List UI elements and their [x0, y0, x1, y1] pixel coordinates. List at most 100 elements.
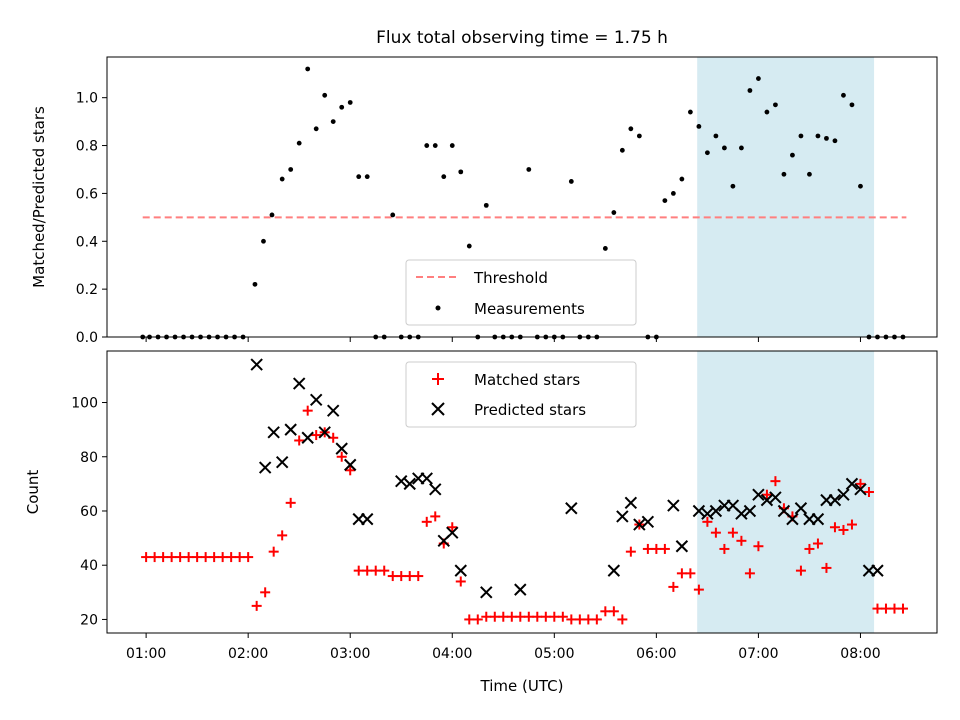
legend-predicted-swatch [431, 402, 445, 416]
measurement-point [390, 212, 396, 218]
top-panel: 0.0 0.2 0.4 0.6 0.8 1.0 Matched/Predicted sta… [30, 56, 938, 346]
xtick-label: 04:00 [432, 646, 472, 662]
measurement-point [305, 66, 311, 72]
measurement-point [747, 88, 753, 93]
predicted-star-point [837, 488, 850, 501]
predicted-star-point [361, 512, 374, 526]
predicted-star-point [318, 426, 331, 439]
matched-star-point [880, 603, 891, 614]
measurement-point [568, 179, 574, 184]
matched-star-point [727, 527, 738, 538]
predicted-star-point [743, 504, 757, 518]
matched-star-point [770, 476, 781, 487]
matched-star-point [464, 614, 475, 625]
bottom-highlight-span [697, 351, 875, 633]
chart-title: Flux total observing time = 1.75 h [376, 28, 668, 48]
matched-star-point [566, 614, 577, 625]
matched-star-point [404, 571, 415, 582]
matched-star-point [863, 487, 874, 497]
matched-star-point [379, 565, 390, 576]
matched-star-point [608, 606, 619, 617]
matched-star-point [200, 552, 211, 563]
matched-star-point [549, 611, 560, 622]
matched-star-point [744, 568, 755, 579]
matched-star-point [421, 516, 432, 527]
predicted-star-point [769, 491, 782, 504]
measurement-point [424, 143, 430, 148]
matched-star-point [226, 552, 237, 563]
predicted-star-point [786, 512, 799, 526]
measurement-point [670, 191, 676, 196]
matched-star-point [396, 571, 407, 582]
measurement-point [764, 109, 770, 115]
predicted-star-point [641, 515, 655, 529]
predicted-star-point [607, 564, 621, 577]
predicted-star-point [301, 431, 314, 444]
matched-star-point [642, 543, 653, 554]
top-highlight-span [697, 57, 875, 337]
matched-star-point [217, 552, 228, 563]
predicted-star-point [309, 393, 323, 407]
predicted-star-point [565, 502, 578, 515]
bottom-panel: 20 40 60 80 100 01:00 02:00 03:00 04:00 05:00 06:… [24, 350, 938, 695]
matched-star-point [515, 611, 526, 622]
measurement-point [798, 133, 804, 139]
matched-star-point [685, 568, 696, 579]
measurement-point [466, 243, 472, 249]
measurement-point [756, 76, 761, 81]
measurement-point [602, 246, 608, 251]
measurement-point [781, 171, 787, 177]
predicted-star-point [752, 488, 765, 501]
predicted-star-point [454, 564, 467, 577]
measurement-point [364, 174, 370, 180]
matched-star-point [591, 614, 602, 625]
matched-star-point [370, 565, 381, 576]
top-plot-frame [106, 56, 938, 338]
bottom-ytick-label: 40 [80, 558, 98, 574]
legend-predicted-label: Predicted stars [474, 401, 586, 419]
matched-star-point [353, 565, 364, 576]
matched-star-point [523, 611, 534, 622]
predicted-star-point [267, 426, 280, 439]
matched-star-point [141, 552, 152, 563]
matched-star-point [260, 587, 271, 598]
matched-star-point [336, 451, 347, 462]
legend-measurements-label: Measurements [474, 300, 585, 318]
predicted-star-point [692, 504, 706, 518]
measurement-point [619, 147, 625, 153]
measurement-point [636, 133, 642, 139]
legend-matched-swatch [432, 373, 444, 385]
predicted-star-point [701, 507, 714, 520]
matched-star-point [574, 614, 585, 625]
matched-star-point [676, 568, 687, 579]
top-ytick-label: 0.2 [76, 282, 98, 298]
matched-star-point [158, 552, 169, 563]
matched-star-point [812, 538, 823, 549]
matched-star-point [481, 611, 492, 622]
matched-star-point [268, 546, 279, 557]
measurement-point [269, 212, 275, 218]
matched-star-point [362, 565, 373, 576]
measurement-point [356, 174, 362, 180]
measurement-point [662, 198, 668, 203]
measurement-point [721, 145, 727, 151]
matched-star-point [897, 603, 908, 614]
measurement-point [279, 176, 285, 182]
measurement-point [739, 145, 744, 151]
bottom-y-axis-label: Count [24, 470, 42, 515]
matched-star-point [540, 611, 551, 622]
measurement-point [611, 210, 617, 215]
predicted-star-point [275, 455, 289, 469]
matched-star-point [285, 497, 296, 508]
matched-star-point [659, 543, 670, 554]
predicted-star-point [420, 472, 433, 485]
predicted-star-point [667, 499, 680, 512]
matched-star-point [294, 435, 305, 446]
predicted-star-point [327, 404, 340, 417]
xtick-label: 01:00 [126, 646, 166, 662]
matched-star-point [651, 543, 662, 554]
measurement-point [858, 183, 863, 189]
matched-star-point [498, 611, 509, 622]
matched-star-point [804, 543, 815, 554]
